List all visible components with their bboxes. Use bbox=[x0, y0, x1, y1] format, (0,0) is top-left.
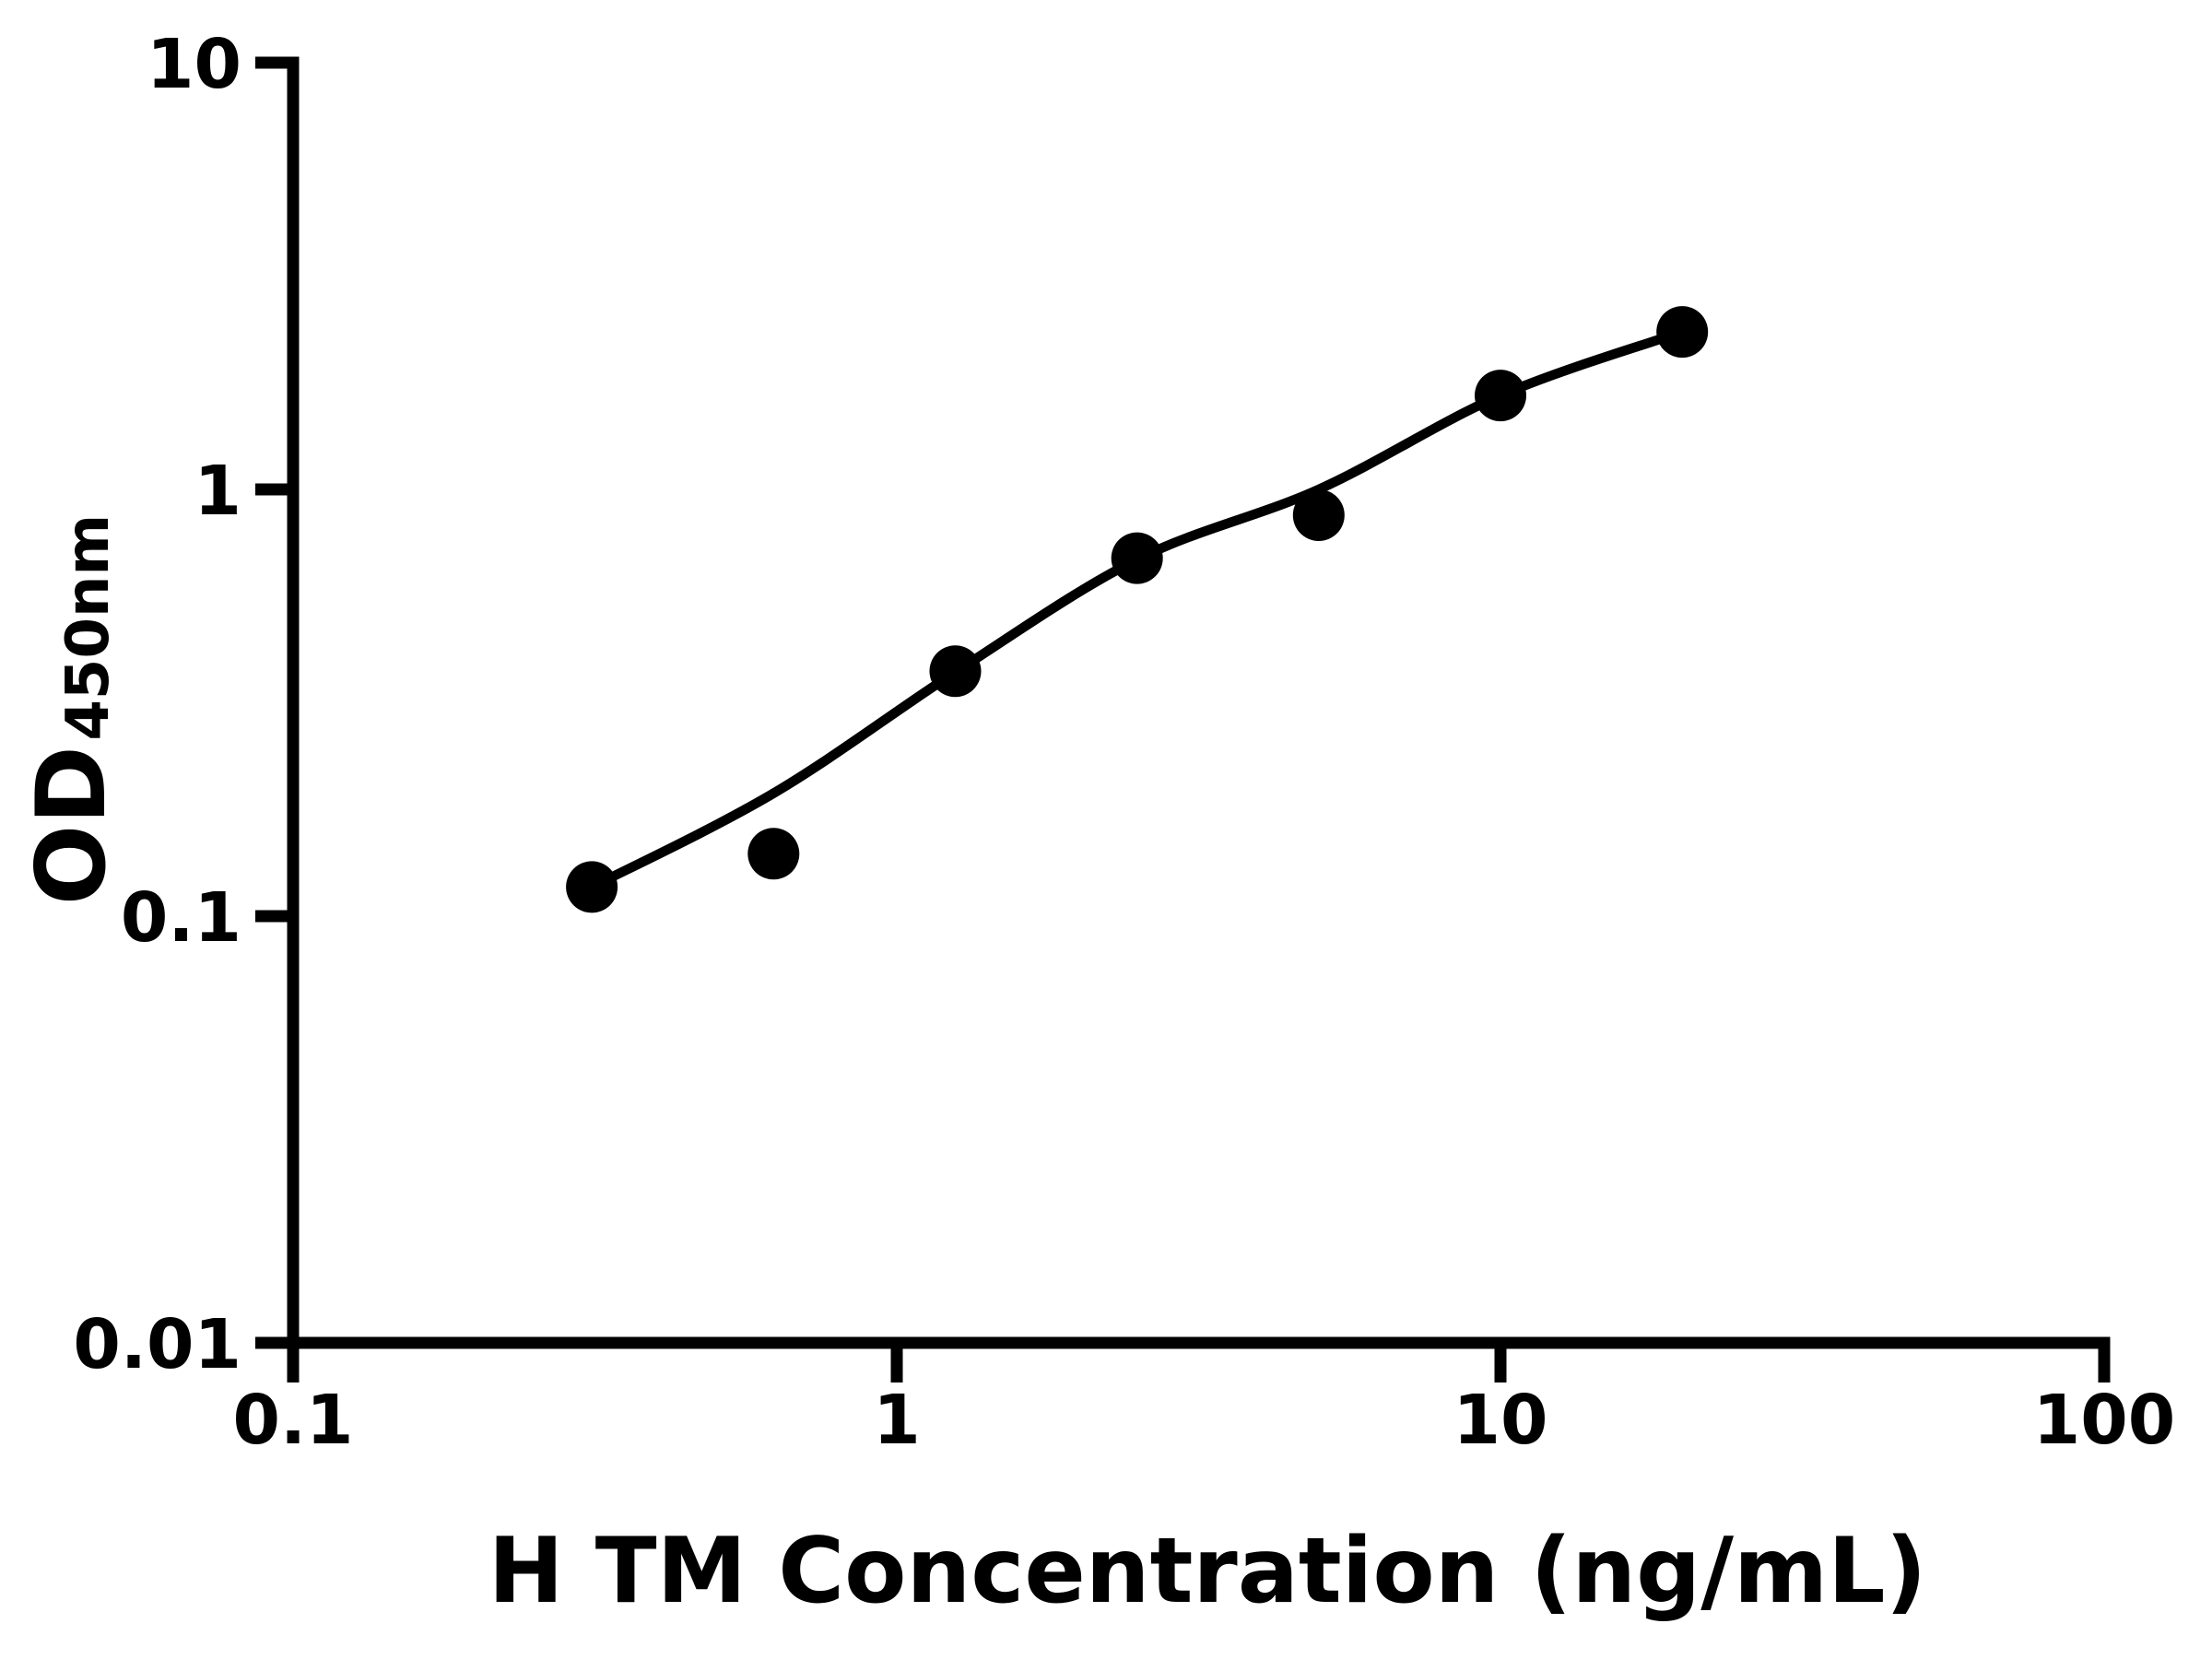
y-axis-ticks bbox=[255, 56, 293, 1349]
y-axis-tick-labels: 10 1 0.1 0.01 bbox=[73, 25, 241, 1384]
x-axis-ticks bbox=[287, 1343, 2111, 1382]
y-tick-label: 10 bbox=[147, 25, 241, 104]
data-point bbox=[1292, 489, 1345, 541]
y-tick-label: 1 bbox=[194, 452, 242, 531]
x-axis-title: H TM Concentration (ng/mL) bbox=[488, 1519, 1927, 1624]
data-point bbox=[1656, 306, 1709, 359]
data-point bbox=[929, 645, 982, 698]
data-point bbox=[747, 828, 800, 880]
y-axis-title: OD 450nm bbox=[17, 514, 127, 905]
data-point bbox=[1111, 532, 1163, 584]
data-points bbox=[566, 306, 1709, 913]
data-point bbox=[566, 861, 618, 913]
x-tick-label: 10 bbox=[1453, 1381, 1548, 1460]
x-tick-label: 0.1 bbox=[232, 1381, 353, 1460]
x-axis-tick-labels: 0.1 1 10 100 bbox=[232, 1381, 2175, 1460]
x-tick-label: 1 bbox=[873, 1381, 921, 1460]
y-axis-title-main: OD bbox=[17, 746, 127, 905]
y-tick-label: 0.1 bbox=[121, 878, 241, 958]
y-axis-title-sub: 450nm bbox=[54, 514, 123, 741]
x-tick-label: 100 bbox=[2033, 1381, 2175, 1460]
data-point bbox=[1475, 370, 1526, 422]
y-tick-label: 0.01 bbox=[73, 1305, 241, 1384]
